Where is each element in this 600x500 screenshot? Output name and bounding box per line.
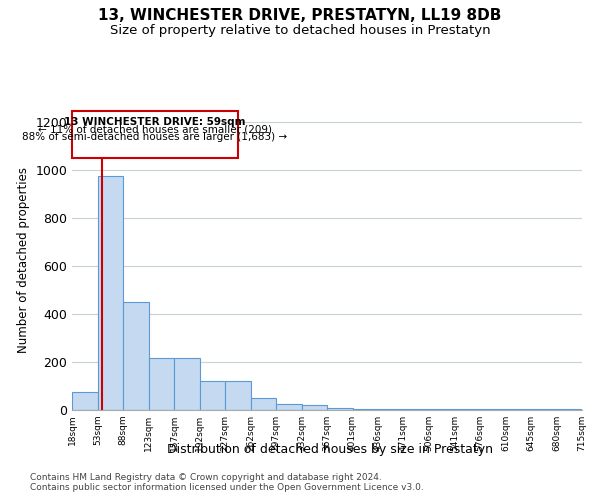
Text: ← 11% of detached houses are smaller (209): ← 11% of detached houses are smaller (20… (38, 125, 272, 135)
Bar (97, 176, 123, 410)
Bar (72, 111, 238, 158)
Bar (276, 404, 302, 410)
Y-axis label: Number of detached properties: Number of detached properties (17, 167, 30, 353)
Bar (302, 405, 327, 410)
Bar (353, 409, 378, 410)
Text: 13, WINCHESTER DRIVE, PRESTATYN, LL19 8DB: 13, WINCHESTER DRIVE, PRESTATYN, LL19 8D… (98, 8, 502, 22)
Bar (225, 381, 251, 410)
Bar (505, 409, 531, 410)
Bar (455, 409, 480, 410)
Bar (72, 392, 97, 410)
Bar (251, 398, 276, 410)
Bar (531, 409, 557, 410)
Text: 13 WINCHESTER DRIVE: 59sqm: 13 WINCHESTER DRIVE: 59sqm (64, 117, 245, 127)
Bar (174, 358, 199, 410)
Text: Contains HM Land Registry data © Crown copyright and database right 2024.: Contains HM Land Registry data © Crown c… (30, 472, 382, 482)
Bar (149, 358, 174, 410)
Bar (557, 409, 582, 410)
Text: 88% of semi-detached houses are larger (1,683) →: 88% of semi-detached houses are larger (… (22, 132, 287, 142)
Bar (199, 381, 225, 410)
Text: Contains public sector information licensed under the Open Government Licence v3: Contains public sector information licen… (30, 482, 424, 492)
Bar (327, 408, 353, 410)
Bar (404, 409, 429, 410)
Text: Distribution of detached houses by size in Prestatyn: Distribution of detached houses by size … (167, 442, 493, 456)
Bar (429, 409, 455, 410)
Bar (480, 409, 505, 410)
Bar (378, 409, 404, 410)
Bar (123, 302, 149, 410)
Text: Size of property relative to detached houses in Prestatyn: Size of property relative to detached ho… (110, 24, 490, 37)
